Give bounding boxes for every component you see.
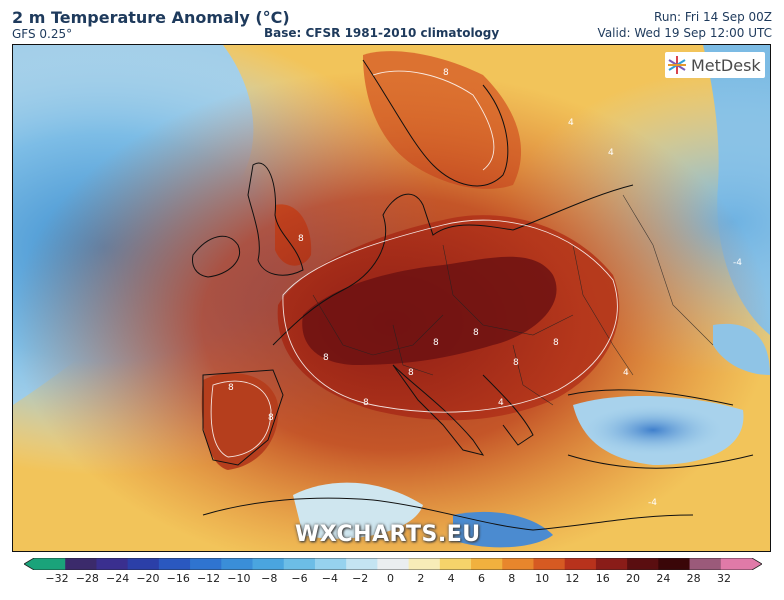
chart-title: 2 m Temperature Anomaly (°C) [12, 8, 290, 27]
contour-label: 4 [608, 148, 614, 158]
colorbar-segment [158, 558, 191, 570]
colorbar-segment [564, 558, 597, 570]
colorbar-segment [96, 558, 129, 570]
colorbar-tick-label: 32 [717, 572, 731, 585]
colorbar-tick-label: −2 [352, 572, 369, 585]
colorbar-segment [221, 558, 254, 570]
colorbar-tick-label: −32 [45, 572, 69, 585]
colorbar-segment [65, 558, 97, 570]
run-time-label: Run: Fri 14 Sep 00Z [654, 10, 772, 24]
colorbar-tick-label: 4 [447, 572, 455, 585]
contour-label: 8 [363, 398, 369, 408]
colorbar-tick-label: 0 [387, 572, 394, 585]
colorbar-tick-label: 2 [417, 572, 425, 585]
colorbar-segment [595, 558, 628, 570]
colorbar-segment [190, 558, 222, 570]
metdesk-star-icon [668, 56, 686, 74]
base-climatology-label: Base: CFSR 1981-2010 climatology [264, 26, 500, 40]
colorbar-segment [377, 558, 410, 570]
colorbar-tick-label: −20 [136, 572, 160, 585]
colorbar-tick-label: −16 [166, 572, 190, 585]
coastlines [192, 59, 754, 531]
colorbar-segment [471, 558, 503, 570]
colorbar-tick-label: 8 [508, 572, 516, 585]
temperature-anomaly-map[interactable]: 8 8 8 8 8 8 8 8 8 8 8 4 4 4 4 -4 -4 [12, 44, 771, 552]
anomaly-contours [210, 70, 618, 458]
contour-label: 8 [323, 353, 329, 363]
colorbar-segment [252, 558, 285, 570]
colorbar-tick-label: −6 [291, 572, 308, 585]
colorbar-segment [658, 558, 691, 570]
colorbar-segment [439, 558, 472, 570]
colorbar-tick-label: 20 [626, 572, 641, 585]
colorbar-segment [314, 558, 347, 570]
contour-label: 8 [553, 338, 559, 348]
colorbar-tick-label: 16 [595, 572, 610, 585]
metdesk-logo-text: MetDesk [691, 55, 761, 75]
colorbar-segment [627, 558, 659, 570]
very-hot-core [302, 256, 557, 365]
colorbar-segment [408, 558, 441, 570]
colorbar-tick-label: −8 [261, 572, 278, 585]
contour-label: 4 [498, 398, 504, 408]
country-borders [312, 194, 714, 406]
wxcharts-watermark: WXCHARTS.EU [295, 522, 481, 547]
model-label: GFS 0.25° [12, 27, 73, 41]
cold-anomaly-caucasus [713, 323, 770, 375]
colorbar-tick-label: 10 [535, 572, 550, 585]
colorbar-segment [720, 558, 753, 570]
contour-label: 8 [268, 413, 274, 423]
colorbar-tick-label: −28 [75, 572, 99, 585]
contour-label: 8 [408, 368, 414, 378]
colorbar-segment [502, 558, 534, 570]
contour-label: -4 [648, 498, 657, 508]
colorbar-tick-label: −4 [321, 572, 338, 585]
contour-label: 8 [228, 383, 234, 393]
metdesk-logo: MetDesk [665, 52, 765, 78]
contour-label: 4 [623, 368, 629, 378]
contour-label: 8 [443, 68, 449, 78]
colorbar-tick-label: −12 [196, 572, 221, 585]
contour-label: 8 [473, 328, 479, 338]
contour-label: 8 [298, 234, 304, 244]
valid-time-label: Valid: Wed 19 Sep 12:00 UTC [597, 26, 772, 40]
contour-label: -4 [733, 258, 742, 268]
colorbar-segment [283, 558, 316, 570]
colorbar-segment [533, 558, 566, 570]
colorbar-segment [689, 558, 722, 570]
colorbar-max-arrow [752, 558, 762, 570]
colorbar-tick-label: 28 [686, 572, 701, 585]
contour-label: 8 [433, 338, 439, 348]
colorbar-segment [34, 558, 66, 570]
colorbar-segment [346, 558, 378, 570]
colorbar [24, 558, 762, 570]
colorbar-tick-label: 24 [656, 572, 671, 585]
contour-label: 4 [568, 118, 574, 128]
colorbar-tick-label: 12 [565, 572, 580, 585]
colorbar-segment [127, 558, 160, 570]
colorbar-tick-label: −10 [227, 572, 251, 585]
contour-label: 8 [513, 358, 519, 368]
hot-anomaly-iberia [201, 373, 279, 470]
colorbar-tick-label: −24 [106, 572, 130, 585]
cool-anomaly-north-africa [293, 482, 423, 539]
colorbar-min-arrow [24, 558, 34, 570]
colorbar-ticks: −32 −28 −24 −20 −16 −12 −10 −8 −6 −4 −2 0 2 4 6 8 10 12 16… [0, 572, 784, 592]
colorbar-tick-label: 6 [477, 572, 485, 585]
